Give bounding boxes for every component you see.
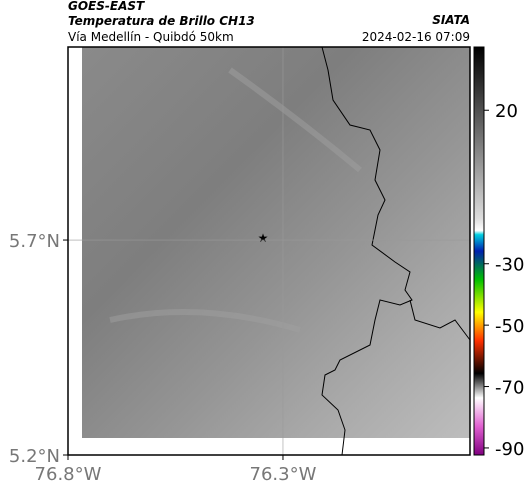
title: GOES-EAST	[68, 0, 145, 13]
colorbar-tick-label: -70	[495, 378, 524, 399]
colorbar-tick-label: 20	[495, 101, 518, 122]
colorbar-tick-label: -90	[495, 439, 524, 460]
cloud-texture	[109, 67, 362, 333]
subtitle: Temperatura de Brillo CH13	[68, 14, 255, 28]
y-tick-label: 5.7°N	[9, 231, 60, 252]
timestamp: 2024-02-16 07:09	[362, 30, 470, 44]
border-line	[321, 46, 413, 456]
region: Vía Medellín - Quibdó 50km	[68, 30, 234, 44]
map-frame	[67, 46, 471, 456]
x-tick-label: 76.8°W	[35, 464, 102, 485]
colorbar-tick-label: -30	[495, 255, 524, 276]
satellite-image	[82, 47, 470, 438]
border-line	[409, 299, 471, 341]
y-tick-label: 5.2°N	[9, 446, 60, 467]
colorbar	[473, 46, 485, 456]
source: SIATA	[432, 13, 470, 27]
colorbar-tick-label: -50	[495, 316, 524, 337]
location-star: ★	[258, 231, 269, 245]
x-tick-label: 76.3°W	[250, 464, 317, 485]
